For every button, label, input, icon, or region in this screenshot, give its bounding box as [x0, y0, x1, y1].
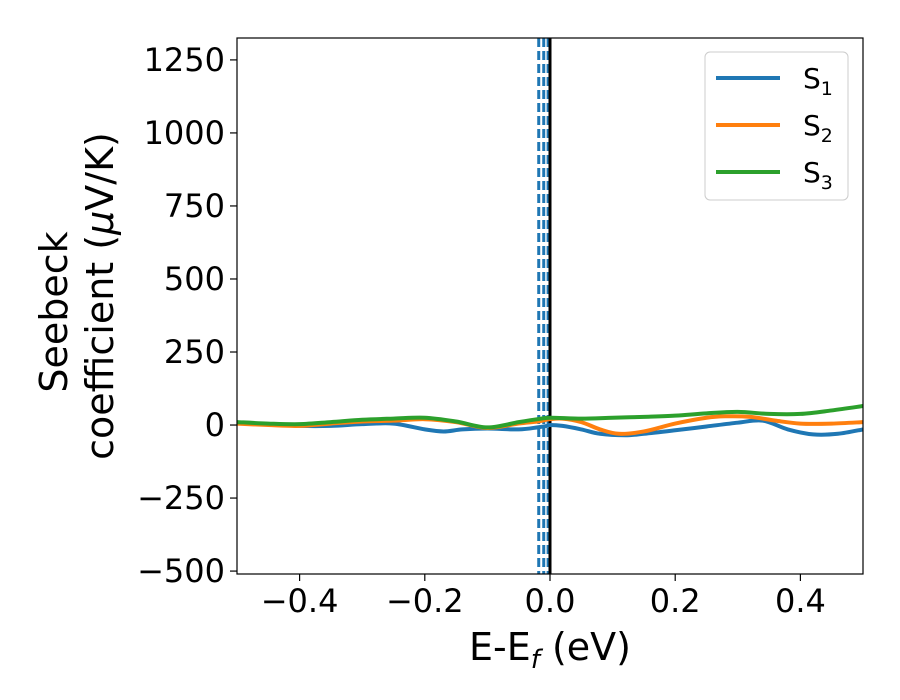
fermi-level-lines	[537, 38, 552, 574]
x-axis-ticks: −0.4 −0.2 0.0 0.2 0.4	[261, 574, 826, 620]
y-tick-label: 0	[205, 406, 225, 444]
x-tick-label: −0.4	[261, 582, 339, 620]
y-axis-title-line1: Seebeck	[32, 231, 76, 392]
series-line-s1	[237, 418, 863, 438]
legend-label: S2	[803, 109, 833, 147]
y-tick-label: −250	[137, 479, 225, 517]
x-tick-label: 0.2	[650, 582, 701, 620]
x-axis-title: E-Ef (eV)	[469, 625, 631, 675]
legend-label: S3	[803, 156, 833, 194]
y-tick-label: 750	[164, 187, 225, 225]
series-lines	[237, 404, 863, 438]
legend-label: S1	[803, 62, 833, 100]
y-tick-label: 1000	[144, 114, 225, 152]
y-tick-label: 500	[164, 260, 225, 298]
series-line-s3	[237, 404, 863, 430]
y-axis-ticks: −500 −250 0 250 500 750 1000 1250	[137, 41, 237, 590]
y-axis-title-line2: coefficient (μV/K)	[78, 132, 122, 460]
x-tick-label: 0.0	[525, 582, 576, 620]
y-tick-label: −500	[137, 552, 225, 590]
y-tick-label: 1250	[144, 41, 225, 79]
x-tick-label: −0.2	[386, 582, 464, 620]
legend: S1 S2 S3	[704, 51, 849, 201]
x-tick-label: 0.4	[775, 582, 826, 620]
y-tick-label: 250	[164, 333, 225, 371]
